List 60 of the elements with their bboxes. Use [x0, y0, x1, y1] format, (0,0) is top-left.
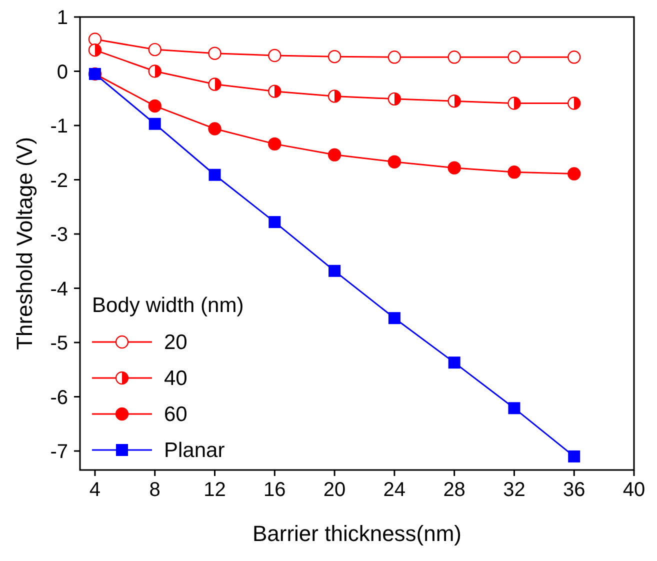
- y-tick-label: -4: [50, 278, 68, 300]
- x-tick-label: 12: [204, 479, 226, 501]
- legend-title: Body width (nm): [92, 294, 244, 317]
- legend-label: Planar: [164, 439, 225, 462]
- point: [208, 168, 221, 181]
- point: [508, 402, 520, 414]
- point: [448, 161, 461, 174]
- point: [568, 450, 580, 462]
- point: [448, 94, 461, 108]
- x-tick-label: 40: [622, 479, 646, 501]
- point: [328, 50, 342, 64]
- point: [268, 48, 282, 62]
- point: [568, 167, 581, 180]
- y-tick-label: -6: [50, 386, 68, 409]
- point: [328, 148, 342, 162]
- x-tick-label: 4: [89, 479, 101, 501]
- y-tick-label: -5: [50, 332, 68, 355]
- point: [148, 99, 162, 113]
- point: [508, 50, 521, 64]
- x-tick-label: 20: [323, 479, 346, 501]
- point: [148, 42, 162, 56]
- y-tick-label: -2: [50, 170, 68, 192]
- point: [268, 84, 282, 98]
- point: [208, 78, 222, 91]
- y-tick-label: 0: [56, 61, 68, 84]
- y-tick-label: -1: [50, 116, 68, 138]
- point: [328, 90, 342, 103]
- point: [268, 137, 282, 151]
- point: [568, 96, 581, 110]
- point: [208, 46, 222, 60]
- x-tick-label: 8: [149, 479, 160, 501]
- x-axis-title: Barrier thickness(nm): [252, 521, 462, 546]
- point: [448, 50, 461, 64]
- x-tick-label: 36: [562, 479, 586, 501]
- point: [148, 64, 162, 78]
- x-tick-label: 16: [264, 479, 286, 501]
- y-axis-title: Threshold Voltage (V): [12, 137, 37, 350]
- point: [268, 216, 281, 228]
- y-tick-label: -7: [50, 441, 68, 464]
- point: [148, 118, 161, 130]
- point: [508, 166, 521, 179]
- legend-label: 40: [164, 367, 188, 390]
- point: [208, 122, 222, 136]
- point: [88, 32, 102, 46]
- point: [448, 356, 460, 369]
- point: [508, 96, 521, 110]
- point: [388, 50, 402, 64]
- point: [328, 264, 341, 277]
- point: [388, 155, 402, 168]
- point: [388, 92, 402, 106]
- legend-label: 60: [164, 403, 188, 426]
- legend-label: 20: [164, 331, 188, 354]
- point: [568, 50, 581, 64]
- y-tick-label: 1: [56, 7, 68, 29]
- y-tick-label: -3: [50, 224, 68, 246]
- x-tick-label: 28: [443, 479, 466, 501]
- point: [388, 312, 400, 324]
- x-tick-label: 32: [503, 479, 526, 501]
- point: [88, 43, 102, 57]
- x-tick-label: 24: [383, 479, 406, 501]
